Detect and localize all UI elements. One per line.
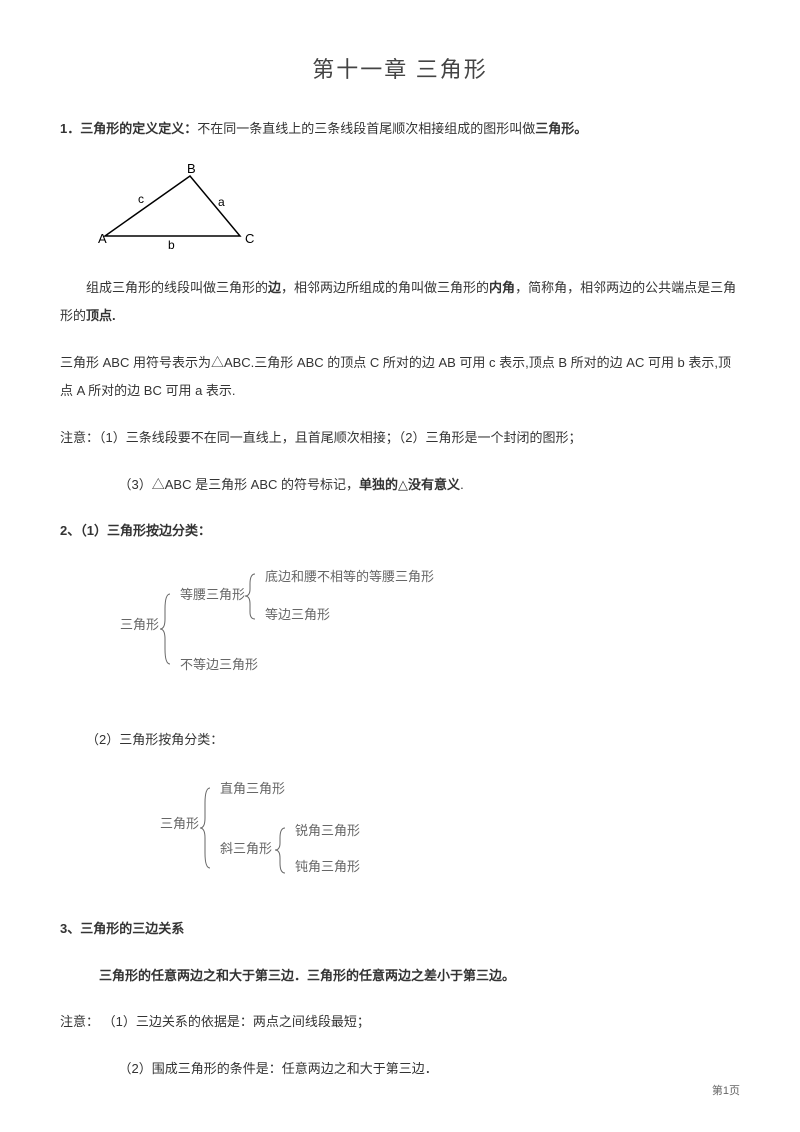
tree-2: 三角形 直角三角形 斜三角形 锐角三角形 钝角三角形 <box>160 773 740 890</box>
heading-1: 1．三角形的定义定义： <box>60 121 197 136</box>
tree-1: 三角形 等腰三角形 底边和腰不相等的等腰三角形 等边三角形 不等边三角形 <box>120 564 740 701</box>
triangle-diagram: A B C a b c <box>90 161 740 258</box>
svg-text:不等边三角形: 不等边三角形 <box>180 657 258 672</box>
section-3-note2: （2）围成三角形的条件是：任意两边之和大于第三边． <box>60 1055 740 1084</box>
vertex-b: B <box>187 161 196 176</box>
side-b: b <box>168 238 175 251</box>
svg-text:直角三角形: 直角三角形 <box>220 781 285 796</box>
side-a: a <box>218 195 225 209</box>
svg-text:等腰三角形: 等腰三角形 <box>180 587 245 602</box>
section-1-heading: 1．三角形的定义定义：不在同一条直线上的三条线段首尾顺次相接组成的图形叫做三角形… <box>60 115 740 144</box>
svg-text:三角形: 三角形 <box>120 617 159 632</box>
para-5: （3）△ABC 是三角形 ABC 的符号标记，单独的△没有意义. <box>60 471 740 500</box>
para-4: 注意：（1）三条线段要不在同一直线上，且首尾顺次相接；（2）三角形是一个封闭的图… <box>60 424 740 453</box>
text-1: 不在同一条直线上的三条线段首尾顺次相接组成的图形叫做 <box>197 121 535 136</box>
para-3: 三角形 ABC 用符号表示为△ABC.三角形 ABC 的顶点 C 所对的边 AB… <box>60 349 740 406</box>
svg-text:斜三角形: 斜三角形 <box>220 841 272 856</box>
svg-text:底边和腰不相等的等腰三角形: 底边和腰不相等的等腰三角形 <box>265 569 434 584</box>
svg-text:锐角三角形: 锐角三角形 <box>295 823 360 838</box>
section-3-bold: 三角形的任意两边之和大于第三边．三角形的任意两边之差小于第三边。 <box>60 962 740 991</box>
page-title: 第十一章 三角形 <box>60 50 740 90</box>
side-c: c <box>138 192 144 206</box>
para-2: 组成三角形的线段叫做三角形的边，相邻两边所组成的角叫做三角形的内角，简称角，相邻… <box>60 274 740 331</box>
section-3-heading: 3、三角形的三边关系 <box>60 915 740 944</box>
section-2-heading: 2、（1）三角形按边分类： <box>60 517 740 546</box>
section-2b: （2）三角形按角分类： <box>60 726 740 755</box>
page-footer: 第1页 <box>712 1082 740 1102</box>
svg-text:钝角三角形: 钝角三角形 <box>295 859 360 874</box>
vertex-c: C <box>245 231 254 246</box>
bold-1: 三角形。 <box>535 121 587 136</box>
svg-text:等边三角形: 等边三角形 <box>265 607 330 622</box>
vertex-a: A <box>98 231 107 246</box>
svg-text:三角形: 三角形 <box>160 816 199 831</box>
section-3-note1: 注意： （1）三边关系的依据是：两点之间线段最短； <box>60 1008 740 1037</box>
